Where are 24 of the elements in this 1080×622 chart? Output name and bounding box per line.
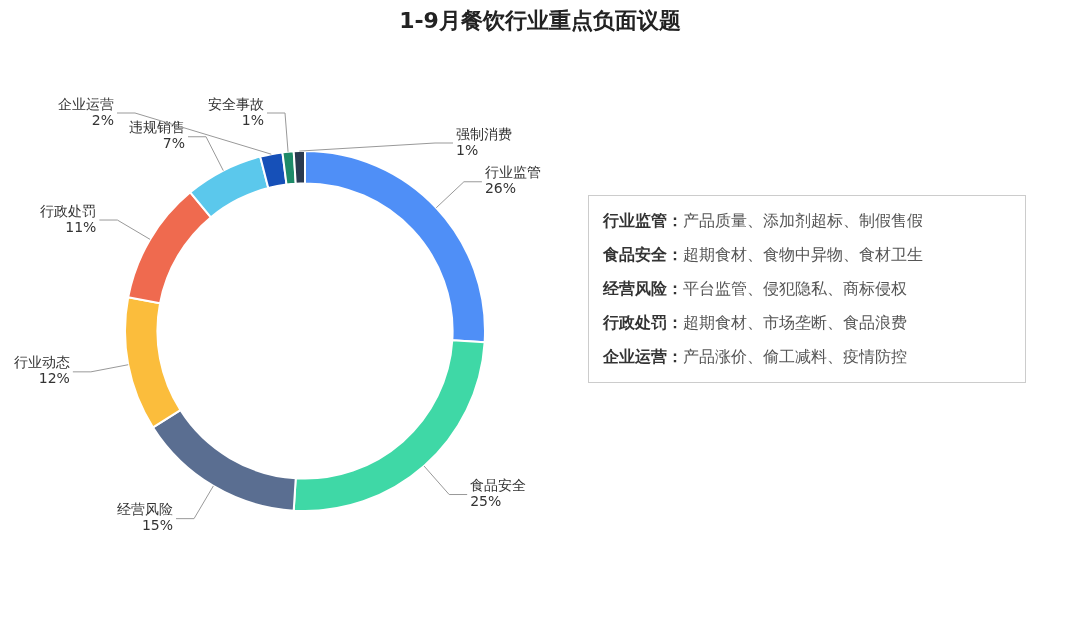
data-label: 11%: [65, 218, 97, 235]
data-label: 12%: [38, 370, 70, 387]
slice-label: 强制消费: [456, 125, 512, 142]
data-label: 2%: [91, 111, 114, 128]
data-label: 1%: [456, 141, 479, 158]
data-label: 25%: [470, 493, 502, 510]
slice-label: 食品安全: [470, 477, 527, 494]
slice-label: 行业监管: [484, 164, 541, 181]
text: 食品安全：超期食材、食物中异物、食材卫生: [603, 245, 924, 266]
text: 行业监管：产品质量、添加剂超标、制假售假: [603, 211, 924, 232]
data-label: 26%: [484, 180, 517, 197]
slice-label: 企业运营: [58, 95, 114, 112]
data-label: 7%: [162, 135, 186, 152]
text: 经营风险：平台监管、侵犯隐私、商标侵权: [603, 279, 908, 300]
slice-label: 行业动态: [13, 354, 70, 371]
data-label: 1%: [241, 111, 264, 128]
chart-title: 1-9月餐饮行业重点负面议题: [398, 7, 682, 35]
slice-label: 违规销售: [129, 119, 186, 136]
slice-label: 经营风险: [117, 501, 174, 518]
text: 企业运营：产品涨价、偷工减料、疫情防控: [603, 347, 908, 368]
text: 行政处罚：超期食材、市场垄断、食品浪费: [603, 313, 908, 334]
slice-label: 安全事故: [208, 95, 264, 112]
data-label: 15%: [141, 517, 174, 534]
slice-label: 行政处罚: [40, 202, 97, 219]
